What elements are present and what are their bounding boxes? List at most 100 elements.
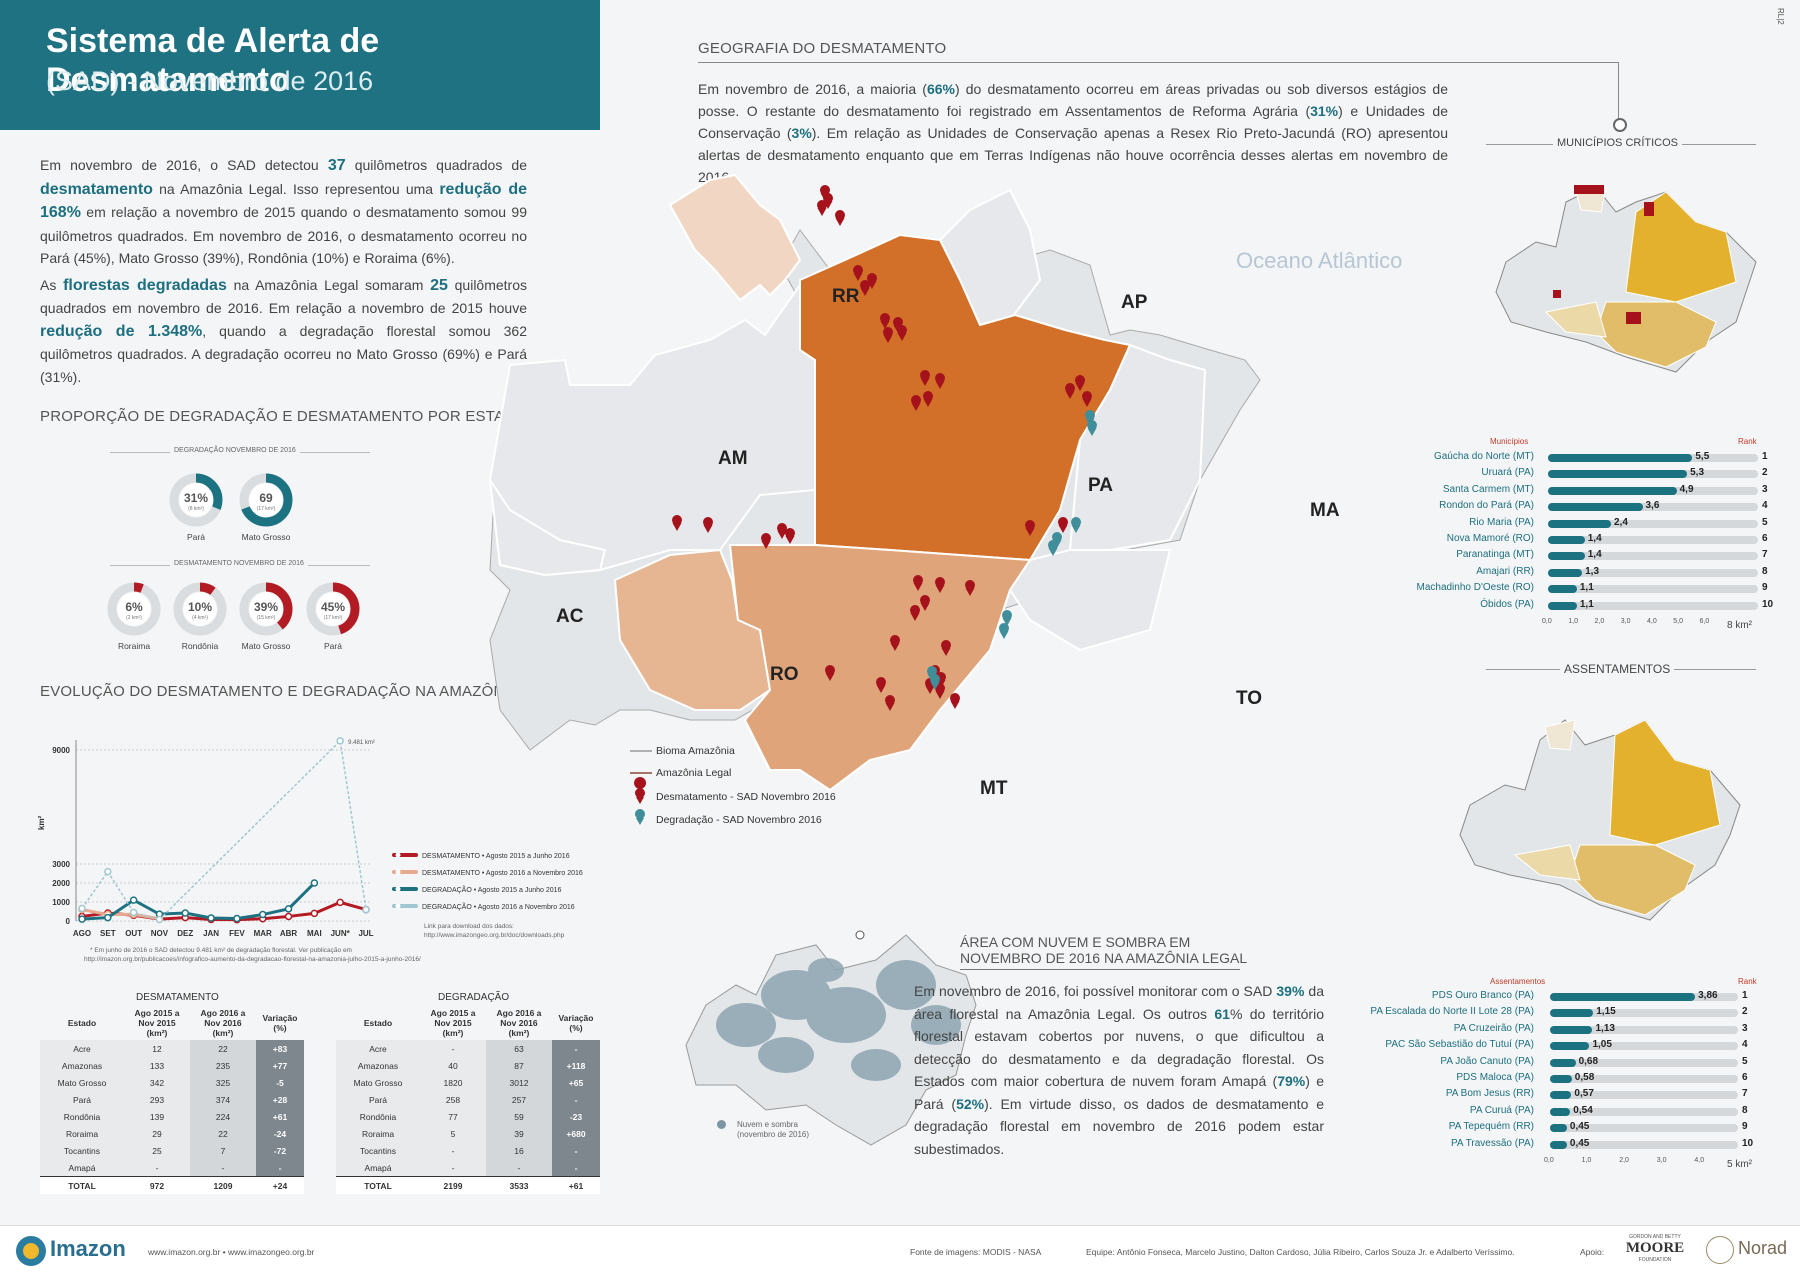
label-mt: MT [980,778,1008,799]
bar-label: PA Bom Jesus (RR) [1445,1088,1534,1100]
bar-value: 1,15 [1596,1006,1616,1018]
bar-fill [1550,1042,1590,1051]
table-cell: - [551,1159,600,1177]
table-cell: +83 [255,1040,304,1057]
bar-label: Rondon do Pará (PA) [1439,500,1534,512]
donut-pct: 39% [254,600,278,614]
desmatamento-marker-icon [1058,517,1068,527]
desmatamento-marker-icon-tip [823,201,833,209]
desmatamento-marker-icon [761,533,771,543]
legend-label: DESMATAMENTO • Agosto 2015 a Junho 2016 [422,853,570,860]
axis-tick: 4,0 [1694,1157,1705,1164]
table-header: Variação (%) [262,1013,298,1033]
bar-label: PA Tepequém (RR) [1448,1121,1534,1133]
series-point [284,912,293,921]
municipios-col-rank: Rank [1738,437,1757,446]
table-row: Tocantins 25 7 -72 [40,1142,304,1159]
municipios-bars: Gaúcha do Norte (MT) 5,5 1 Uruará (PA) 5,3 2 S… [1410,451,1773,625]
donut-pct: 31% [184,491,208,505]
ocean-label: Oceano Atlântico [1236,248,1403,273]
legend-dot [395,903,401,909]
footer: Imazon www.imazon.org.br • www.imazongeo… [0,1225,1800,1274]
peak-label: 9.481 km² [348,740,375,746]
x-tick-label: NOV [151,929,169,938]
bar-rank: 6 [1762,533,1768,544]
table-cell: -24 [255,1125,304,1142]
label-ap: AP [1121,292,1148,313]
degradacao-marker-icon-tip [1071,525,1081,533]
cloud-map [685,930,977,1146]
x-tick-label: JAN [203,929,219,938]
table-row: Pará 258 257- [336,1091,600,1108]
evo-footnote-link[interactable]: http://imazon.org.br/publicacoes/infogra… [84,956,421,963]
desmatamento-marker-icon-tip [890,643,900,651]
table-cell: +118 [551,1057,600,1074]
desmatamento-marker-icon [823,193,833,203]
cloud-legend-icon [717,1120,726,1129]
donut-state: Roraima [118,641,150,651]
donut-state: Pará [324,641,342,651]
bar-track [1550,1107,1738,1116]
download-label: Link para download dos dados: [424,923,514,930]
donut-pct: 69 [259,491,273,505]
series-line [81,739,367,921]
bar-track [1550,1042,1738,1051]
desmatamento-marker-icon [860,280,870,290]
desmatamento-marker-icon [941,640,951,650]
state-rr [668,173,802,302]
donut-km: (17 km²) [324,615,343,621]
table-header: Ago 2016 a Nov 2016 (km²) [496,1008,542,1038]
bar-fill [1548,601,1577,610]
degr-caption: DEGRADAÇÃO NOVEMBRO DE 2016 [170,447,300,454]
bar-fill [1548,454,1693,462]
desmatamento-marker-icon-tip [885,703,895,711]
donut-arc [173,582,227,636]
degradacao-marker-icon [930,674,940,684]
header-banner: Sistema de Alerta de Desmatamento (SAD) … [0,0,600,130]
table-cell: Pará [336,1091,420,1108]
table-cell: 22 [189,1125,256,1142]
bar-label: Óbidos (PA) [1480,598,1534,610]
donut-km: (8 km²) [188,506,204,512]
series-point [258,910,267,919]
bar-rank: 5 [1762,516,1768,528]
desmatamento-marker-icon-tip [1025,528,1035,536]
donut-pct: 45% [321,600,345,614]
bar-rank: 7 [1742,1088,1748,1100]
bar-rank: 7 [1762,549,1768,561]
footer-sites[interactable]: www.imazon.org.br • www.imazongeo.org.br [148,1247,315,1257]
table-row: Amazonas 133 235 +77 [40,1057,304,1074]
bar-rank: 6 [1742,1072,1748,1083]
legend-label: DESMATAMENTO • Agosto 2016 a Novembro 20… [422,870,583,877]
desmatamento-marker-icon-tip [911,403,921,411]
table-cell: 133 [124,1057,190,1074]
legend-label: DEGRADAÇÃO • Agosto 2015 a Junho 2016 [422,885,562,894]
table-cell: +28 [255,1091,304,1108]
table-cell: Amazonas [336,1057,420,1074]
y-tick-label: 0 [66,917,71,926]
proportion-title: PROPORÇÃO DE DEGRADAÇÃO E DESMATAMENTO P… [40,408,528,425]
desm-table: Estado Ago 2015 a Nov 2015 (km²) Ago 2016 … [40,1006,304,1194]
assentamentos-col-rank: Rank [1738,977,1757,986]
bar-label: Gaúcha do Norte (MT) [1433,451,1534,462]
bar-fill [1548,503,1643,512]
desmatamento-marker-icon-tip [867,281,877,289]
table-row: Acre 12 22 +83 [40,1040,304,1057]
bar-track [1550,1075,1738,1083]
desmatamento-marker-icon [853,265,863,275]
table-cell: 39 [485,1125,552,1142]
y-tick-label: 2000 [52,879,70,888]
degradacao-marker-icon-tip [1087,428,1097,436]
map-legend [630,750,652,825]
table-cell: 972 [124,1176,190,1194]
desmatamento-marker-icon [920,595,930,605]
desmatamento-marker-icon-tip [876,685,886,693]
norad-logo: Norad [1738,1238,1788,1258]
y-tick-label: 9000 [52,746,70,755]
cloud-legend: Nuvem e sombra (novembro de 2016) [737,1120,810,1139]
desmatamento-marker-icon-tip [1075,383,1085,391]
degradacao-marker-icon [1085,410,1095,420]
download-link[interactable]: http://www.imazongeo.org.br/doc/download… [424,932,565,939]
bar-track [1550,1058,1738,1067]
table-cell: - [420,1142,486,1159]
